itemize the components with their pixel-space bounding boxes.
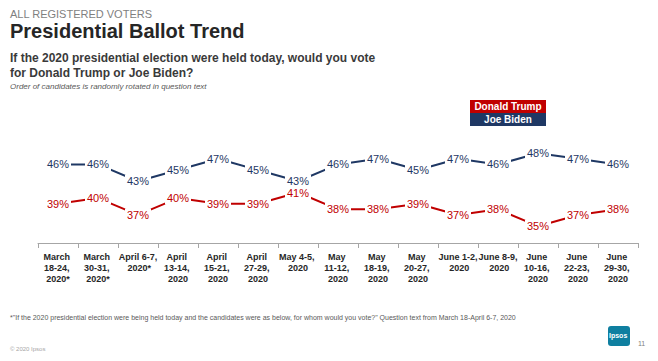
- svg-text:2020: 2020: [568, 274, 588, 284]
- svg-text:46%: 46%: [607, 158, 629, 170]
- svg-text:29-30,: 29-30,: [604, 263, 632, 273]
- svg-text:2020: 2020: [288, 263, 308, 273]
- svg-text:for Donald Trump or Joe Biden?: for Donald Trump or Joe Biden?: [10, 66, 193, 80]
- svg-text:39%: 39%: [207, 198, 229, 210]
- svg-text:Ipsos: Ipsos: [609, 332, 627, 340]
- svg-text:© 2020 Ipsos: © 2020 Ipsos: [10, 346, 45, 352]
- svg-text:38%: 38%: [367, 203, 389, 215]
- svg-text:45%: 45%: [167, 164, 189, 176]
- svg-text:40%: 40%: [167, 192, 189, 204]
- svg-text:April 6-7,: April 6-7,: [119, 252, 158, 262]
- svg-text:30-31,: 30-31,: [84, 263, 112, 273]
- svg-text:June: June: [606, 252, 630, 262]
- svg-text:April: April: [166, 252, 189, 262]
- svg-text:2020: 2020: [328, 274, 348, 284]
- svg-text:Donald Trump: Donald Trump: [474, 101, 541, 112]
- svg-text:37%: 37%: [567, 209, 589, 221]
- svg-text:March: March: [43, 252, 72, 262]
- svg-text:March: March: [83, 252, 112, 262]
- svg-text:18-19,: 18-19,: [364, 263, 392, 273]
- svg-text:May: May: [368, 252, 388, 262]
- svg-text:Joe Biden: Joe Biden: [484, 114, 532, 125]
- svg-text:46%: 46%: [487, 158, 509, 170]
- svg-text:45%: 45%: [247, 164, 269, 176]
- svg-text:38%: 38%: [607, 203, 629, 215]
- svg-text:June: June: [526, 252, 550, 262]
- svg-text:46%: 46%: [47, 158, 69, 170]
- svg-text:35%: 35%: [527, 220, 549, 232]
- svg-text:11-12,: 11-12,: [324, 263, 352, 273]
- svg-text:20-27,: 20-27,: [404, 263, 432, 273]
- svg-text:June 1-2,: June 1-2,: [438, 252, 477, 262]
- svg-text:37%: 37%: [447, 209, 469, 221]
- svg-text:47%: 47%: [447, 153, 469, 165]
- svg-text:2020: 2020: [608, 274, 628, 284]
- svg-text:2020: 2020: [208, 274, 228, 284]
- svg-text:46%: 46%: [87, 158, 109, 170]
- svg-text:47%: 47%: [567, 153, 589, 165]
- svg-text:47%: 47%: [367, 153, 389, 165]
- svg-text:2020: 2020: [408, 274, 428, 284]
- svg-text:2020*: 2020*: [46, 274, 70, 284]
- svg-text:45%: 45%: [407, 164, 429, 176]
- svg-text:13-14,: 13-14,: [164, 263, 192, 273]
- svg-text:2020: 2020: [248, 274, 268, 284]
- svg-text:2020: 2020: [168, 274, 188, 284]
- svg-text:38%: 38%: [327, 203, 349, 215]
- svg-text:48%: 48%: [527, 147, 549, 159]
- svg-text:10-16,: 10-16,: [524, 263, 552, 273]
- svg-text:22-23,: 22-23,: [564, 263, 592, 273]
- svg-text:40%: 40%: [87, 192, 109, 204]
- svg-text:38%: 38%: [487, 203, 509, 215]
- svg-text:18-24,: 18-24,: [44, 263, 72, 273]
- svg-text:May: May: [328, 252, 348, 262]
- svg-text:May 4-5,: May 4-5,: [279, 252, 317, 262]
- svg-text:37%: 37%: [127, 209, 149, 221]
- svg-text:39%: 39%: [247, 198, 269, 210]
- svg-text:May: May: [408, 252, 428, 262]
- svg-text:April: April: [246, 252, 269, 262]
- svg-text:Presidential Ballot Trend: Presidential Ballot Trend: [10, 20, 245, 42]
- svg-text:June 8-9,: June 8-9,: [478, 252, 517, 262]
- svg-text:2020*: 2020*: [125, 263, 152, 273]
- svg-text:15-21,: 15-21,: [204, 263, 232, 273]
- svg-text:If the 2020 presidential elect: If the 2020 presidential election were h…: [10, 51, 379, 65]
- svg-text:11: 11: [638, 340, 645, 347]
- svg-text:Order of candidates is randoml: Order of candidates is randomly rotated …: [10, 82, 207, 91]
- svg-text:ALL REGISTERED VOTERS: ALL REGISTERED VOTERS: [10, 8, 152, 20]
- svg-text:2020: 2020: [487, 263, 510, 273]
- svg-text:39%: 39%: [407, 198, 429, 210]
- svg-text:41%: 41%: [287, 187, 309, 199]
- svg-text:43%: 43%: [287, 175, 309, 187]
- svg-text:April: April: [206, 252, 229, 262]
- svg-text:June: June: [566, 252, 590, 262]
- svg-text:2020: 2020: [447, 263, 470, 273]
- svg-text:39%: 39%: [47, 198, 69, 210]
- svg-text:46%: 46%: [327, 158, 349, 170]
- svg-text:2020: 2020: [368, 274, 388, 284]
- svg-text:47%: 47%: [207, 153, 229, 165]
- svg-text:2020*: 2020*: [86, 274, 110, 284]
- svg-text:2020: 2020: [528, 274, 548, 284]
- svg-text:43%: 43%: [127, 175, 149, 187]
- svg-text:*"If the 2020 presidential ele: *"If the 2020 presidential election were…: [10, 314, 516, 322]
- svg-text:27-29,: 27-29,: [244, 263, 272, 273]
